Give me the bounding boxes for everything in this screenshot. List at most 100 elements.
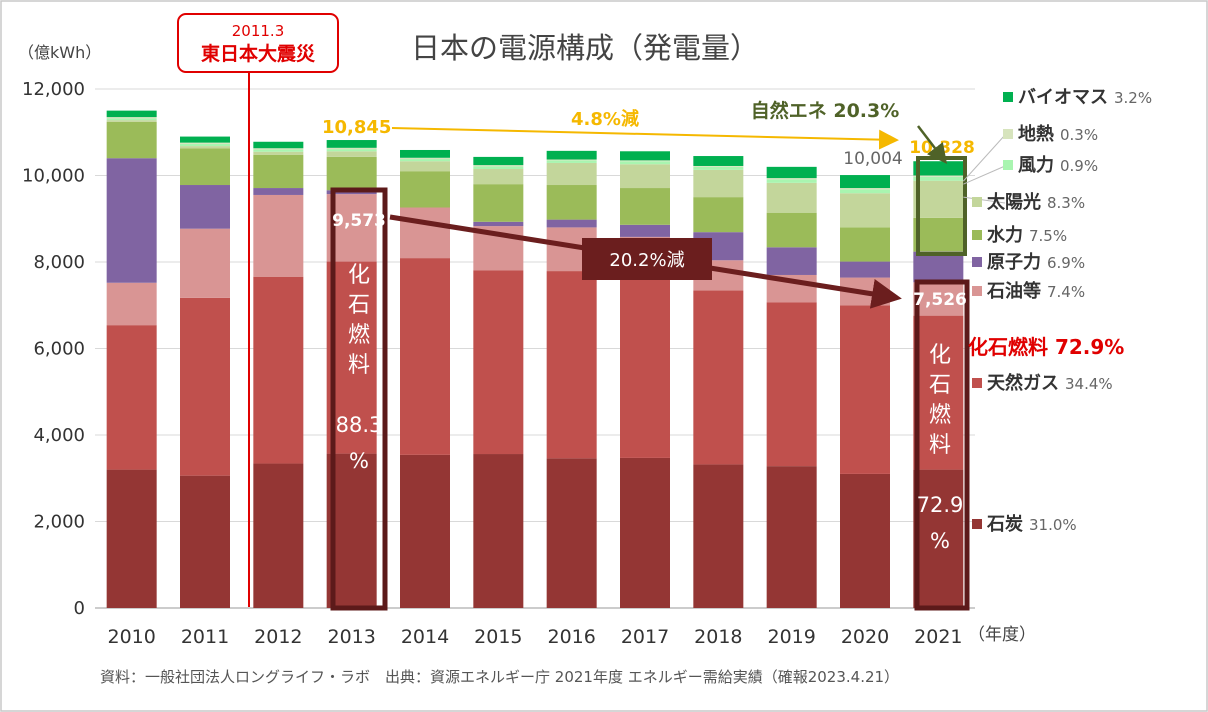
bar-segment-石炭-2019 xyxy=(766,466,817,608)
bar-segment-石油等-2012 xyxy=(253,194,304,277)
bar-segment-太陽光-2017 xyxy=(620,164,670,189)
fossil-label-char: 燃 xyxy=(348,323,370,348)
legend-swatch xyxy=(972,519,982,529)
legend-connector xyxy=(962,134,1006,182)
legend-pct: 31.0% xyxy=(1029,516,1077,534)
bar-segment-石炭-2016 xyxy=(546,458,597,608)
bar-segment-原子力-2021 xyxy=(913,251,964,283)
y-tick-label: 6,000 xyxy=(33,339,85,360)
bar-segment-地熱-2016 xyxy=(546,159,597,161)
bar-segment-水力-2018 xyxy=(693,197,744,233)
legend-connector xyxy=(963,196,1006,204)
fossil-label-char: 石 xyxy=(929,373,951,398)
bar-segment-水力-2016 xyxy=(546,185,597,220)
bar-segment-石油等-2014 xyxy=(400,207,450,259)
bar-segment-風力-2016 xyxy=(546,160,597,163)
y-tick-label: 12,000 xyxy=(22,79,85,100)
legend: 石炭 31.0% 天然ガス 34.4% 石油等 7.4% 原子力 6.9% 水力 7.5% 太陽光 8… xyxy=(962,87,1152,535)
legend-label: バイオマス xyxy=(1018,87,1108,108)
y-tick-labels: 0 2,000 4,000 6,000 8,000 10,000 12,000 xyxy=(22,79,85,619)
bar-segment-天然ガス-2012 xyxy=(253,276,304,464)
bar-segment-石炭-2021 xyxy=(913,469,964,608)
legend-pct: 8.3% xyxy=(1047,194,1085,212)
bar-segment-天然ガス-2014 xyxy=(400,258,450,455)
bar-segment-天然ガス-2015 xyxy=(473,270,524,455)
bar-segment-太陽光-2012 xyxy=(253,151,304,155)
x-tick-label: 2016 xyxy=(547,626,595,648)
legend-label: 地熱 xyxy=(1018,123,1054,145)
y-tick-label: 0 xyxy=(74,598,85,619)
bar-segment-水力-2011 xyxy=(180,148,230,186)
bar-segment-風力-2011 xyxy=(180,143,230,147)
total-2013-label: 10,845 xyxy=(322,117,391,138)
chart-title: 日本の電源構成（発電量） xyxy=(411,31,759,65)
legend-swatch xyxy=(1003,160,1013,170)
legend-connector xyxy=(963,165,1006,185)
bar-segment-天然ガス-2010 xyxy=(106,325,157,470)
bar-segment-水力-2021 xyxy=(913,217,964,252)
fossil-label-char: 燃 xyxy=(929,403,951,428)
bar-segment-原子力-2016 xyxy=(546,219,597,228)
fossil-2013-value: 9,573 xyxy=(332,211,386,231)
bar-segment-バイオマス-2015 xyxy=(473,156,524,166)
fossil-2013-vertical-label: 化石燃料 88.3% xyxy=(336,263,383,473)
bar-segment-太陽光-2018 xyxy=(693,169,744,198)
bar-segment-石炭-2010 xyxy=(106,469,157,608)
legend-swatch xyxy=(1003,129,1013,139)
bar-segment-天然ガス-2017 xyxy=(620,275,670,458)
quake-callout-box xyxy=(177,13,339,73)
bar-segment-地熱-2021 xyxy=(913,175,964,177)
quake-date: 2011.3 xyxy=(232,22,285,40)
legend-pct: 0.3% xyxy=(1060,126,1098,144)
fossil-label-pct: 72.9 xyxy=(917,493,964,517)
bar-segment-石炭-2011 xyxy=(180,475,230,608)
bar-segment-バイオマス-2014 xyxy=(400,149,450,158)
legend-pct: 7.5% xyxy=(1029,227,1067,245)
bar-segment-太陽光-2010 xyxy=(106,120,157,122)
bar-segment-原子力-2011 xyxy=(180,185,230,229)
x-tick-label: 2012 xyxy=(254,626,302,648)
bar-segment-風力-2021 xyxy=(913,176,964,181)
gridlines xyxy=(95,88,975,609)
bar-segment-地熱-2019 xyxy=(766,178,817,180)
renewable-arrow xyxy=(917,125,948,164)
total-2020-label: 10,004 xyxy=(843,149,902,169)
x-tick-label: 2021 xyxy=(914,626,962,648)
legend-label: 太陽光 xyxy=(987,191,1041,213)
fossil-2021-vertical-label: 化石燃料 72.9% xyxy=(917,343,964,553)
bar-segment-バイオマス-2016 xyxy=(546,150,597,160)
total-decrease-label: 4.8%減 xyxy=(571,108,639,130)
fossil-label-char: 化 xyxy=(929,343,951,368)
bar-segment-天然ガス-2021 xyxy=(913,315,964,470)
legend-swatch xyxy=(1003,92,1013,102)
fossil-label-pct: % xyxy=(930,529,950,553)
bar-segment-水力-2010 xyxy=(106,121,157,159)
bar-segment-地熱-2014 xyxy=(400,157,450,160)
bar-segment-水力-2013 xyxy=(326,156,377,191)
total-2021-label: 10,328 xyxy=(909,138,975,158)
bar-segment-太陽光-2011 xyxy=(180,146,230,149)
bar-segment-バイオマス-2020 xyxy=(840,175,890,189)
x-tick-label: 2013 xyxy=(327,626,375,648)
legend-pct: 7.4% xyxy=(1047,283,1085,301)
renewable-total-label: 自然エネ 20.3% xyxy=(751,99,900,122)
bar-segment-バイオマス-2021 xyxy=(913,161,964,176)
bar-segment-石炭-2020 xyxy=(840,473,890,608)
legend-label: 風力 xyxy=(1018,155,1054,176)
bar-segment-原子力-2019 xyxy=(766,247,817,275)
fossil-2021-value: 7,526 xyxy=(913,290,967,310)
bar-segment-地熱-2018 xyxy=(693,165,744,167)
fossil-label-char: 石 xyxy=(348,293,370,318)
bar-segment-太陽光-2013 xyxy=(326,151,377,157)
total-decrease-arrow xyxy=(391,127,899,150)
bar-segment-太陽光-2021 xyxy=(913,180,964,218)
x-tick-label: 2011 xyxy=(181,626,229,648)
fossil-decrease-box xyxy=(582,238,712,280)
bar-segment-風力-2020 xyxy=(840,189,890,194)
fossil-decrease-label: 20.2%減 xyxy=(609,250,684,271)
legend-label: 石油等 xyxy=(986,280,1041,302)
bar-segment-太陽光-2019 xyxy=(766,182,817,213)
bar-segment-バイオマス-2019 xyxy=(766,166,817,179)
bar-segment-天然ガス-2018 xyxy=(693,290,744,465)
